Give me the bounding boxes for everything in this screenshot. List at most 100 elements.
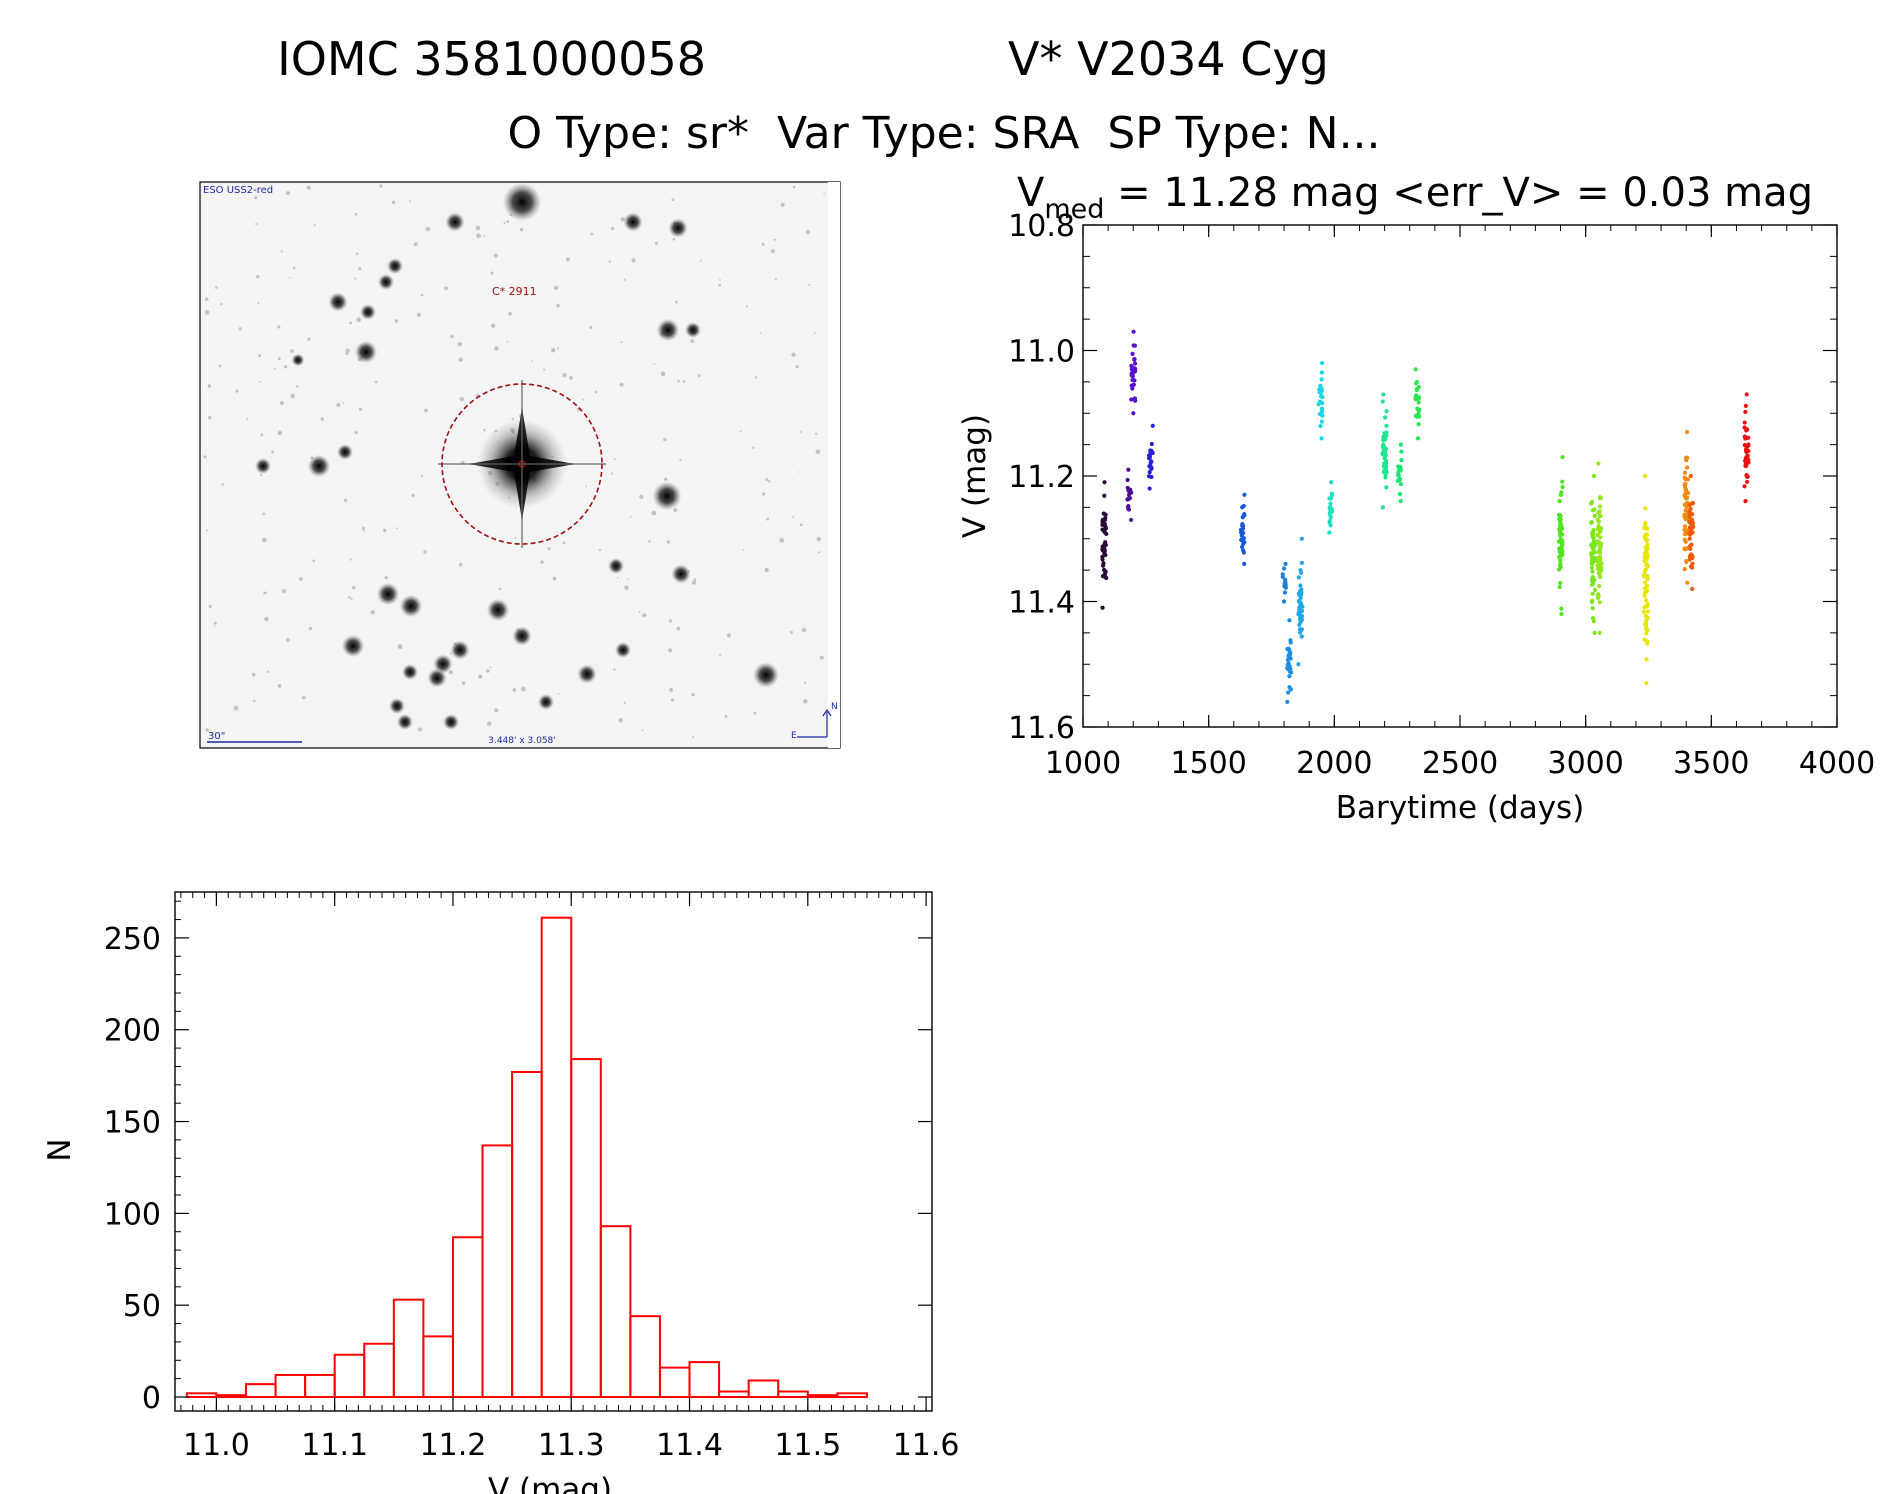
lc-point [1131, 377, 1136, 383]
lc-point [1744, 479, 1750, 485]
compass-icon: N E [791, 702, 838, 741]
lc-point [1596, 510, 1601, 515]
faint-star [642, 613, 647, 618]
lc-point [1242, 511, 1247, 517]
lc-point [1130, 351, 1135, 357]
faint-star [290, 393, 296, 399]
hist-bar [481, 1144, 514, 1399]
lc-point [1320, 400, 1325, 406]
lc-point [1559, 606, 1564, 611]
faint-star [668, 619, 672, 623]
faint-star [676, 626, 681, 631]
finder-star [753, 662, 779, 688]
lc-point [1682, 475, 1687, 480]
finder-star [623, 212, 643, 232]
lc-point [1559, 538, 1564, 543]
faint-star [677, 379, 680, 383]
lc-point [1240, 505, 1245, 510]
faint-star [260, 433, 264, 437]
lc-point [1242, 561, 1247, 566]
faint-star [264, 591, 268, 595]
faint-star [751, 446, 755, 449]
faint-star [764, 567, 769, 573]
lc-point [1558, 522, 1563, 527]
finder-star [402, 664, 418, 680]
faint-star [306, 185, 311, 190]
lc-point [1597, 630, 1602, 635]
faint-star [257, 302, 260, 305]
lc-point [1380, 399, 1385, 404]
faint-star [277, 325, 281, 329]
faint-star [562, 541, 566, 545]
lc-point [1597, 600, 1602, 605]
faint-star [762, 492, 766, 496]
lc-point [1690, 565, 1695, 570]
faint-star [552, 576, 557, 581]
lc-point [1557, 584, 1562, 590]
lc-point [1682, 537, 1687, 542]
faint-star [356, 317, 362, 323]
lc-point [1398, 442, 1403, 447]
lc-point [1558, 558, 1563, 563]
lc-point [1396, 472, 1401, 478]
lightcurve-title-rest: = 11.28 mag <err_V> = 0.03 mag [1104, 170, 1813, 216]
faint-star [383, 528, 387, 533]
lc-point [1746, 435, 1751, 440]
lc-point [1242, 492, 1247, 497]
lc-point [1590, 598, 1595, 604]
faint-star [253, 699, 256, 703]
lc-point [1100, 527, 1105, 532]
faint-star [254, 196, 258, 200]
finder-chart: ESO USS2-red C* 2911 30" 3.448' x 3.058'… [199, 181, 841, 749]
faint-star [483, 429, 486, 432]
finder-star [502, 182, 542, 222]
faint-star [208, 416, 212, 420]
lc-point [1286, 690, 1291, 695]
bright-target-star [438, 380, 606, 548]
lc-point [1287, 674, 1292, 679]
object-id-title: IOMC 3581000058 [277, 32, 706, 86]
faint-star [547, 547, 551, 551]
survey-label: ESO USS2-red [203, 185, 273, 196]
faint-star [288, 276, 291, 279]
faint-star [384, 576, 388, 580]
target-aperture-circle [441, 383, 603, 545]
faint-star [396, 527, 398, 530]
lc-point [1319, 370, 1324, 375]
hist-bar [629, 1315, 661, 1398]
faint-star [792, 185, 796, 189]
lc-point [1682, 567, 1687, 572]
lc-point [1595, 517, 1600, 522]
lc-point [1319, 419, 1324, 424]
faint-star [486, 669, 490, 673]
faint-star [214, 286, 218, 289]
histogram-axes: 0 50 100 150 200 250 11.0 11.1 11.2 11.3 11.4 11.5 1… [104, 892, 959, 1463]
lc-point [1742, 420, 1747, 425]
faint-star [493, 253, 498, 258]
lc-point [1682, 524, 1688, 529]
faint-star [221, 483, 225, 486]
lc-point [1103, 540, 1108, 545]
faint-star [679, 458, 682, 462]
faint-star [670, 698, 674, 702]
lc-point [1597, 572, 1602, 577]
lc-point [1242, 540, 1247, 545]
finder-star [538, 694, 554, 710]
hist-bar [806, 1394, 839, 1399]
faint-star [792, 516, 795, 519]
lc-point [1745, 427, 1750, 432]
faint-star [719, 653, 722, 656]
hist-bar [836, 1392, 868, 1398]
faint-star [423, 550, 427, 554]
lc-point [1683, 508, 1688, 513]
faint-star [691, 692, 695, 697]
lc-point [1687, 531, 1692, 536]
lc-point [1557, 554, 1562, 560]
faint-star [693, 578, 697, 581]
lc-point [1744, 472, 1749, 478]
lc-point [1596, 461, 1601, 466]
finder-star [445, 212, 465, 232]
faint-star [799, 523, 803, 527]
faint-star [358, 267, 362, 271]
lc-point [1592, 513, 1597, 518]
